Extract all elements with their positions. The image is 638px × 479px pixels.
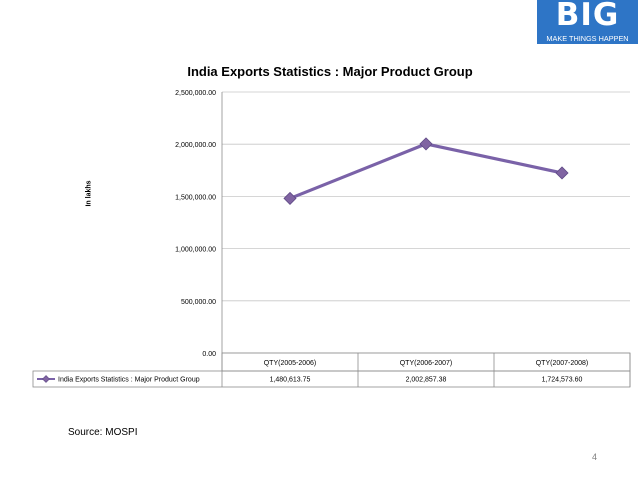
chart-title: India Exports Statistics : Major Product… <box>187 64 473 79</box>
x-category-label: QTY(2007-2008) <box>536 360 589 367</box>
y-tick-label: 500,000.00 <box>181 299 216 306</box>
y-tick-label: 1,500,000.00 <box>175 194 216 201</box>
data-table-value: 1,724,573.60 <box>542 377 583 384</box>
data-table-value: 2,002,857.38 <box>406 377 447 384</box>
brand-logo: BIG MAKE THINGS HAPPEN <box>537 0 638 44</box>
logo-badge: BIG <box>537 0 638 33</box>
source-note: Source: MOSPI <box>68 427 138 438</box>
data-table-value: 1,480,613.75 <box>270 377 311 384</box>
logo-wordmark: BIG <box>555 0 620 33</box>
legend-marker <box>42 375 50 383</box>
y-tick-label: 2,500,000.00 <box>175 90 216 97</box>
x-category-label: QTY(2006-2007) <box>400 360 453 367</box>
page-number: 4 <box>592 452 598 462</box>
data-point <box>555 166 569 180</box>
y-tick-label: 1,000,000.00 <box>175 247 216 254</box>
y-tick-label: 0.00 <box>202 351 216 358</box>
series-line <box>289 142 563 200</box>
logo-tagline: MAKE THINGS HAPPEN <box>537 33 638 44</box>
data-point <box>419 137 433 151</box>
legend-series-name: India Exports Statistics : Major Product… <box>58 377 200 384</box>
data-point <box>283 191 297 205</box>
y-tick-label: 2,000,000.00 <box>175 142 216 149</box>
x-category-label: QTY(2005-2006) <box>264 360 317 367</box>
